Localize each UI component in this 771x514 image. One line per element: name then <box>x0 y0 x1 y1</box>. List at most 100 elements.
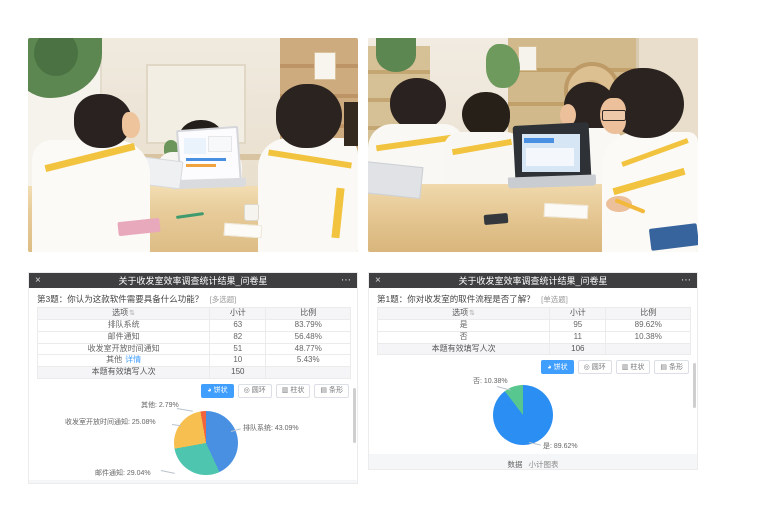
leader-line <box>171 423 181 427</box>
option-cell: 收发室开放时间通知 <box>36 342 211 356</box>
sort-icon[interactable]: ⇅ <box>469 310 476 318</box>
student-face <box>560 104 576 126</box>
student-hair <box>276 84 342 148</box>
col-ratio: 比例 <box>605 307 691 320</box>
option-cell: 是 <box>376 318 551 332</box>
laptop-screen-content <box>208 136 232 152</box>
other-detail-link[interactable]: 详情 <box>125 355 142 365</box>
table-row: 邮件通知 82 56.48% <box>36 330 351 344</box>
scrollbar-thumb[interactable] <box>693 363 696 408</box>
table-header-row: 选项⇅ 小计 比例 <box>376 307 691 320</box>
col-count: 小计 <box>549 307 607 320</box>
sort-icon[interactable]: ⇅ <box>129 310 136 318</box>
more-icon[interactable]: ⋯ <box>681 275 691 286</box>
chart-type-column-button[interactable]: ▥ 柱状 <box>275 383 311 398</box>
pie-chart-area: 否: 10.38% 是: 89.62% <box>369 374 697 455</box>
student-hair <box>462 92 510 138</box>
question-line: 第1题：你对收发室的取件流程是否了解？ [单选题] <box>377 294 689 304</box>
chart-type-column-button[interactable]: ▥ 柱状 <box>615 360 651 375</box>
chart-type-pie-button[interactable]: ◕ 饼状 <box>201 383 234 398</box>
chart-type-ring-button[interactable]: ◎ 圆环 <box>577 360 612 375</box>
close-icon[interactable]: × <box>35 275 41 286</box>
chart-type-bar-button[interactable]: ▤ 条形 <box>654 360 689 375</box>
stats-table: 选项⇅ 小计 比例 是 95 89.62% 否 11 10.38% 本题有效填写… <box>376 307 691 356</box>
empty-cell <box>605 342 691 356</box>
titlebar: × 关于收发室效率调查统计结果_问卷星 ⋯ <box>29 273 357 288</box>
photo-students-2 <box>368 38 698 252</box>
count-cell: 10 <box>209 354 267 368</box>
photo-students-1 <box>28 38 358 252</box>
ring-icon: ◎ <box>583 363 590 371</box>
count-cell: 51 <box>209 342 267 356</box>
total-label-cell: 本题有效填写人次 <box>376 342 551 356</box>
close-icon[interactable]: × <box>375 275 381 286</box>
column-icon: ▥ <box>281 387 289 395</box>
leader-line <box>528 442 541 446</box>
table-row: 排队系统 63 83.79% <box>36 318 351 332</box>
survey-window-yesno: × 关于收发室效率调查统计结果_问卷星 ⋯ 第1题：你对收发室的取件流程是否了解… <box>368 272 698 470</box>
option-cell: 邮件通知 <box>36 330 211 344</box>
question-text: 你对收发室的取件流程是否了解？ <box>407 294 535 304</box>
ratio-cell: 56.48% <box>265 330 351 344</box>
ratio-cell: 5.43% <box>265 354 351 368</box>
stats-table: 选项⇅ 小计 比例 排队系统 63 83.79% 邮件通知 82 56.48% … <box>36 307 351 379</box>
chart-footer: 数据 小计图表 第2题：… <box>369 454 697 470</box>
ratio-cell: 48.77% <box>265 342 351 356</box>
plant <box>164 140 178 155</box>
laptop-screen-content <box>526 148 574 166</box>
student-face <box>122 112 140 138</box>
col-option: 选项⇅ <box>376 307 551 320</box>
table-row: 收发室开放时间通知 51 48.77% <box>36 342 351 356</box>
plant <box>34 38 78 76</box>
col-ratio: 比例 <box>265 307 351 320</box>
question-line: 第3题：你认为这款软件需要具备什么功能？ [多选题] <box>37 294 349 304</box>
pie-chart <box>174 410 238 475</box>
laptop-closed <box>368 160 424 200</box>
plant <box>376 38 416 72</box>
table-total-row: 本题有效填写人次 150 <box>36 366 351 379</box>
more-icon[interactable]: ⋯ <box>341 275 351 286</box>
count-cell: 95 <box>549 318 607 332</box>
total-label-cell: 本题有效填写人次 <box>36 366 211 379</box>
leader-line <box>176 407 193 412</box>
pie-icon: ◕ <box>207 387 212 395</box>
col-option: 选项⇅ <box>36 307 211 320</box>
survey-window-multichoice: × 关于收发室效率调查统计结果_问卷星 ⋯ 第3题：你认为这款软件需要具备什么功… <box>28 272 358 484</box>
laptop-screen-content <box>186 164 216 167</box>
total-count-cell: 150 <box>209 366 267 379</box>
option-cell: 其他 详情 <box>36 354 211 368</box>
titlebar: × 关于收发室效率调查统计结果_问卷星 ⋯ <box>369 273 697 288</box>
picture-frame <box>518 46 537 71</box>
laptop-screen-content <box>186 158 226 161</box>
table-total-row: 本题有效填写人次 106 <box>376 342 691 356</box>
window-title: 关于收发室效率调查统计结果_问卷星 <box>118 276 268 286</box>
student-face <box>600 98 626 134</box>
cup <box>244 204 259 221</box>
pie-icon: ◕ <box>547 363 552 371</box>
chart-footer-label: 数据 <box>507 460 523 470</box>
paper <box>543 202 589 220</box>
question-text: 你认为这款软件需要具备什么功能？ <box>67 294 204 304</box>
pie-label-other: 其他: 2.79% <box>141 401 179 409</box>
plant <box>486 44 520 88</box>
ratio-cell: 89.62% <box>605 318 691 332</box>
scrollbar-thumb[interactable] <box>353 388 356 443</box>
table-row: 是 95 89.62% <box>376 318 691 332</box>
question-number: 第1题： <box>377 294 408 304</box>
count-cell: 63 <box>209 318 267 332</box>
pie-label-mail: 邮件通知: 29.04% <box>95 469 151 477</box>
chart-type-pie-button[interactable]: ◕ 饼状 <box>541 360 574 375</box>
picture-frame <box>314 52 336 80</box>
ratio-cell: 83.79% <box>265 318 351 332</box>
pie-chart <box>493 385 553 446</box>
pie-label-queue: 排队系统: 43.09% <box>243 424 299 432</box>
chart-type-toolbar: ◕ 饼状 ◎ 圆环 ▥ 柱状 ▤ 条形 <box>37 383 349 398</box>
column-icon: ▥ <box>621 363 629 371</box>
chart-type-bar-button[interactable]: ▤ 条形 <box>314 383 349 398</box>
pie-label-yes: 是: 89.62% <box>543 443 578 451</box>
question-type-badge: [单选题] <box>541 295 568 304</box>
chart-type-ring-button[interactable]: ◎ 圆环 <box>237 383 272 398</box>
student-hair <box>344 102 358 146</box>
total-count-cell: 106 <box>549 342 607 356</box>
